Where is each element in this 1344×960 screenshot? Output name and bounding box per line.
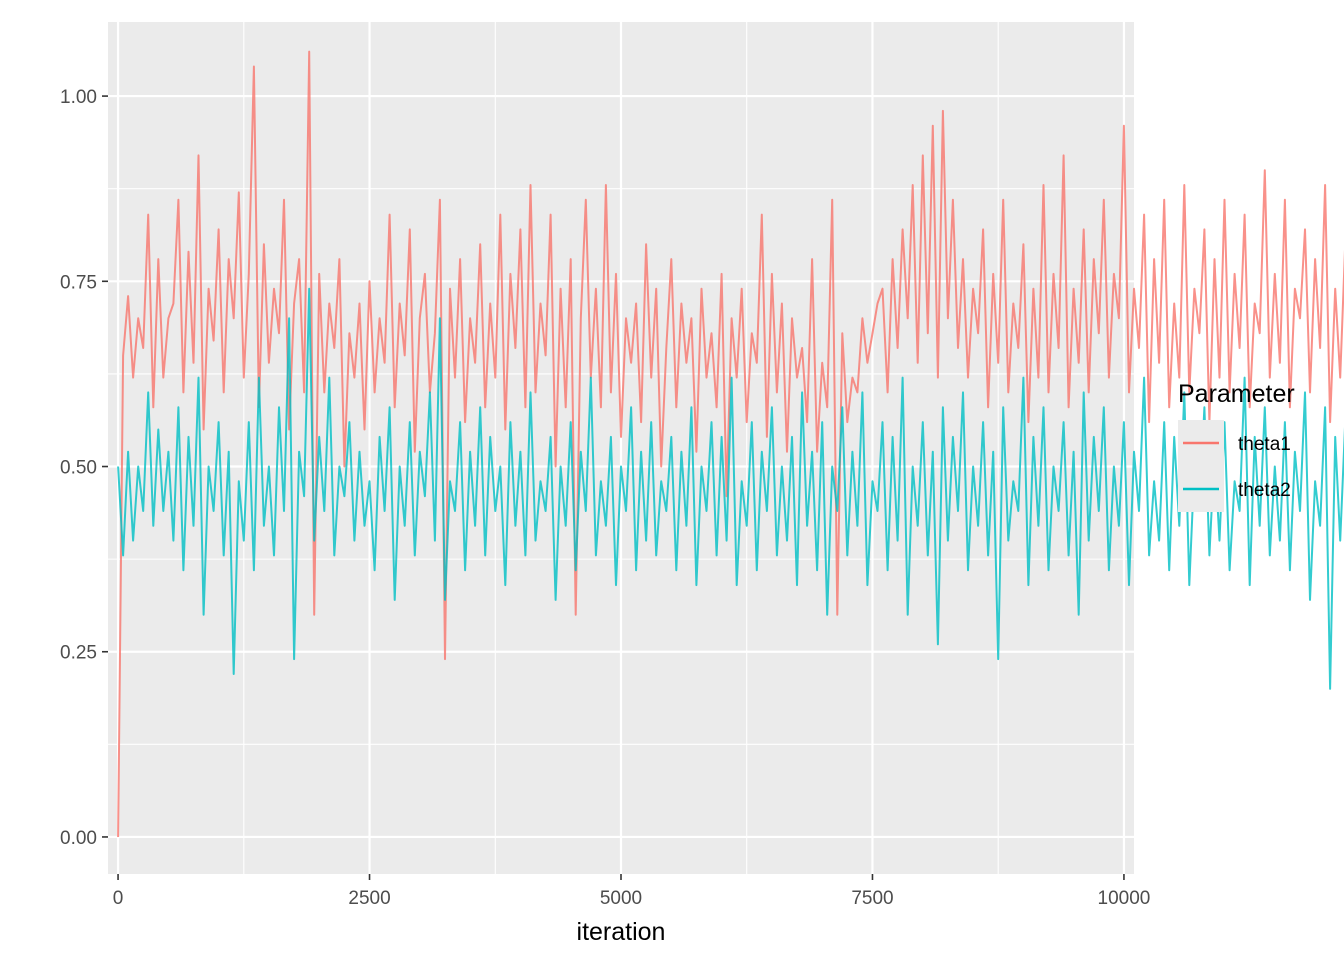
y-tick-label: 0.00: [60, 828, 97, 849]
legend-label-theta2: theta2: [1238, 480, 1291, 501]
series-line-theta1: [117, 50, 1344, 838]
series-lines: [117, 50, 1344, 838]
x-tick-label: 2500: [348, 888, 390, 909]
x-axis-title: iteration: [577, 918, 666, 946]
x-tick-label: 7500: [851, 888, 893, 909]
y-tick-label: 0.50: [60, 458, 97, 479]
y-tick-label: 0.25: [60, 643, 97, 664]
y-axis: 0.00 0.25 0.50 0.75 1.00: [60, 87, 108, 849]
x-axis: 0 2500 5000 7500 10000: [113, 874, 1151, 909]
legend: Parameter theta1 theta2: [1178, 380, 1295, 512]
x-tick-label: 5000: [600, 888, 642, 909]
y-tick-label: 0.75: [60, 272, 97, 293]
y-tick-label: 1.00: [60, 87, 97, 108]
x-tick-label: 0: [113, 888, 124, 909]
legend-label-theta1: theta1: [1238, 434, 1291, 455]
legend-entries: theta1 theta2: [1178, 420, 1291, 512]
legend-title: Parameter: [1178, 380, 1295, 408]
major-gridlines: [108, 22, 1134, 874]
series-line-theta2: [117, 287, 1344, 690]
x-tick-label: 10000: [1098, 888, 1151, 909]
